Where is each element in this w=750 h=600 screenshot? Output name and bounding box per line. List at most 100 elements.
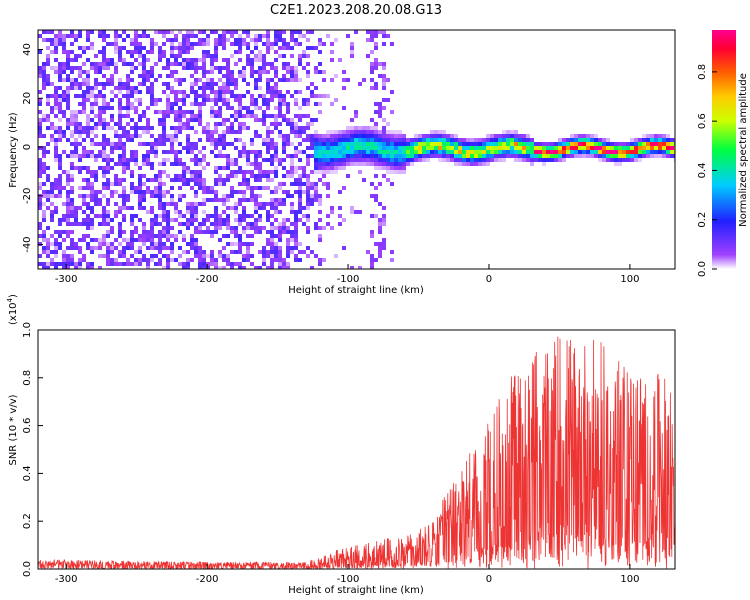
heatmap-cell [434,146,438,150]
heatmap-cell [622,154,626,158]
heatmap-cell [74,166,78,170]
heatmap-cell [214,54,218,58]
heatmap-cell [146,162,150,166]
heatmap-cell [370,134,374,138]
heatmap-cell [214,138,218,142]
heatmap-cell [74,34,78,38]
heatmap-cell [230,242,234,246]
heatmap-cell [306,186,310,190]
heatmap-cell [374,102,378,106]
heatmap-cell [346,150,350,154]
heatmap-cell [278,34,282,38]
heatmap-cell [270,230,274,234]
heatmap-cell [638,158,642,162]
heatmap-cell [326,142,330,146]
heatmap-cell [166,102,170,106]
heatmap-cell [114,214,118,218]
heatmap-cell [614,162,618,166]
heatmap-cell [38,66,42,70]
heatmap-cell [46,206,50,210]
heatmap-cell [110,230,114,234]
heatmap-cell [66,106,70,110]
heatmap-cell [138,218,142,222]
heatmap-cell [258,206,262,210]
heatmap-cell [214,126,218,130]
heatmap-cell [106,186,110,190]
heatmap-cell [122,94,126,98]
heatmap-cell [642,142,646,146]
heatmap-cell [630,138,634,142]
heatmap-cell [118,114,122,118]
heatmap-cell [234,110,238,114]
heatmap-cell [154,78,158,82]
heatmap-cell [186,226,190,230]
heatmap-cell [254,130,258,134]
heatmap-cell [282,46,286,50]
heatmap-cell [386,154,390,158]
heatmap-cell [446,150,450,154]
heatmap-cell [206,94,210,98]
heatmap-cell [414,150,418,154]
heatmap-cell [190,86,194,90]
heatmap-cell [578,134,582,138]
y-tick-label: 0.8 [22,370,33,386]
heatmap-cell [306,230,310,234]
heatmap-cell [122,170,126,174]
heatmap-cell [110,98,114,102]
heatmap-cell [450,142,454,146]
heatmap-cell [94,178,98,182]
heatmap-cell [386,170,390,174]
heatmap-cell [190,158,194,162]
heatmap-cell [174,102,178,106]
heatmap-cell [66,154,70,158]
heatmap-cell [286,266,290,269]
heatmap-cell [474,158,478,162]
heatmap-cell [70,114,74,118]
heatmap-cell [46,178,50,182]
heatmap-cell [242,190,246,194]
heatmap-cell [278,46,282,50]
heatmap-cell [98,142,102,146]
heatmap-cell [162,218,166,222]
heatmap-cell [138,238,142,242]
heatmap-cell [502,146,506,150]
heatmap-cell [150,166,154,170]
heatmap-cell [178,214,182,218]
heatmap-cell [250,142,254,146]
heatmap-cell [174,34,178,38]
heatmap-cell [122,190,126,194]
heatmap-cell [38,234,42,238]
heatmap-cell [318,138,322,142]
heatmap-cell [230,206,234,210]
heatmap-cell [102,158,106,162]
heatmap-cell [230,70,234,74]
heatmap-cell [174,58,178,62]
heatmap-cell [498,134,502,138]
heatmap-cell [518,138,522,142]
heatmap-cell [202,210,206,214]
heatmap-cell [158,46,162,50]
heatmap-cell [110,226,114,230]
heatmap-cell [186,38,190,42]
heatmap-cell [318,202,322,206]
heatmap-cell [546,154,550,158]
heatmap-cell [546,150,550,154]
heatmap-cell [122,30,126,34]
heatmap-cell [310,82,314,86]
heatmap-cell [182,146,186,150]
heatmap-cell [142,162,146,166]
heatmap-cell [174,174,178,178]
heatmap-cell [254,158,258,162]
heatmap-cell [258,250,262,254]
heatmap-cell [590,142,594,146]
heatmap-cell [194,238,198,242]
heatmap-cell [302,166,306,170]
heatmap-cell [42,202,46,206]
heatmap-cell [394,154,398,158]
heatmap-cell [82,194,86,198]
heatmap-cell [174,38,178,42]
heatmap-cell [458,142,462,146]
heatmap-cell [390,158,394,162]
heatmap-cell [138,98,142,102]
heatmap-cell [598,138,602,142]
